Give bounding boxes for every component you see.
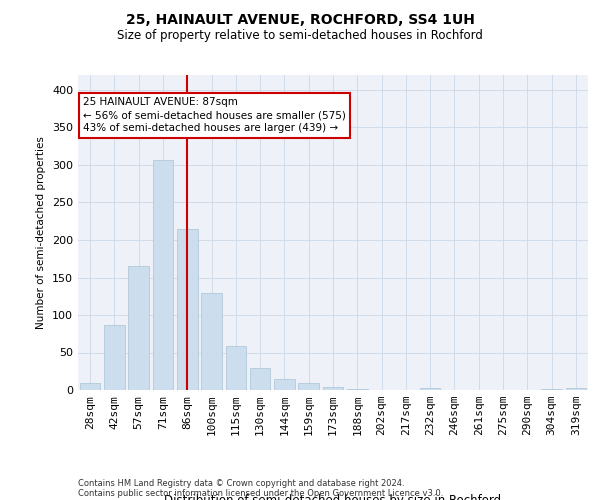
Bar (226, 346, 246, 390)
Bar (80, 382, 100, 390)
Bar (323, 387, 343, 390)
Y-axis label: Number of semi-detached properties: Number of semi-detached properties (37, 136, 46, 329)
Text: Contains HM Land Registry data © Crown copyright and database right 2024.: Contains HM Land Registry data © Crown c… (78, 478, 404, 488)
Bar (420, 388, 440, 390)
Bar (201, 292, 222, 390)
Bar (177, 229, 197, 390)
Text: 25 HAINAULT AVENUE: 87sqm
← 56% of semi-detached houses are smaller (575)
43% of: 25 HAINAULT AVENUE: 87sqm ← 56% of semi-… (83, 97, 346, 134)
Bar (541, 388, 562, 390)
Bar (274, 379, 295, 390)
Bar (128, 266, 149, 390)
X-axis label: Distribution of semi-detached houses by size in Rochford: Distribution of semi-detached houses by … (164, 494, 502, 500)
Bar (298, 382, 319, 390)
Bar (347, 389, 368, 390)
Bar (152, 160, 173, 390)
Text: 25, HAINAULT AVENUE, ROCHFORD, SS4 1UH: 25, HAINAULT AVENUE, ROCHFORD, SS4 1UH (125, 12, 475, 26)
Text: Size of property relative to semi-detached houses in Rochford: Size of property relative to semi-detach… (117, 29, 483, 42)
Bar (250, 368, 271, 390)
Bar (566, 388, 586, 390)
Text: Contains public sector information licensed under the Open Government Licence v3: Contains public sector information licen… (78, 488, 443, 498)
Bar (104, 325, 125, 390)
